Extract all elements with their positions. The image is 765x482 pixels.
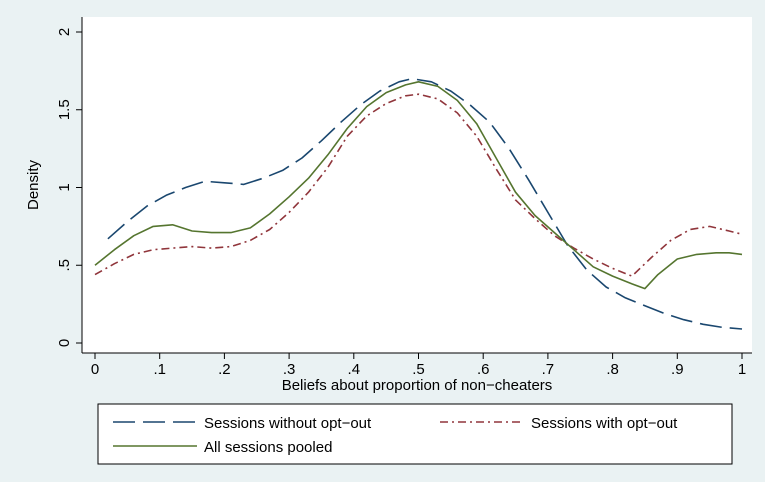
legend-box bbox=[97, 403, 733, 465]
x-axis-title: Beliefs about proportion of non−cheaters bbox=[282, 377, 553, 394]
series-line-pooled bbox=[94, 81, 743, 290]
y-tick-label: .5 bbox=[56, 259, 73, 272]
series-layer bbox=[94, 77, 743, 330]
y-tick-label: 1 bbox=[56, 183, 73, 191]
x-tick-label: .1 bbox=[153, 361, 166, 378]
legend-label-without-opt-out: Sessions without opt−out bbox=[204, 415, 372, 432]
y-axis-title: Density bbox=[25, 159, 42, 210]
plot-area bbox=[82, 17, 752, 353]
legend-label-with-opt-out: Sessions with opt−out bbox=[531, 415, 678, 432]
series-line-without-opt-out bbox=[107, 77, 743, 330]
x-tick-label: .7 bbox=[542, 361, 555, 378]
series-line-with-opt-out bbox=[94, 93, 743, 277]
x-tick-label: .8 bbox=[606, 361, 619, 378]
x-tick-label: 0 bbox=[91, 361, 99, 378]
legend: Sessions without opt−out Sessions with o… bbox=[97, 403, 733, 465]
x-tick-label: .5 bbox=[412, 361, 425, 378]
x-axis-ticks: 0 .1 .2 .3 .4 .5 .6 .7 .8 .9 1 bbox=[91, 353, 746, 378]
x-tick-label: .2 bbox=[218, 361, 231, 378]
x-tick-label: .4 bbox=[348, 361, 361, 378]
y-tick-label: 2 bbox=[56, 28, 73, 36]
legend-label-pooled: All sessions pooled bbox=[204, 439, 332, 456]
x-tick-label: .6 bbox=[477, 361, 490, 378]
y-tick-label: 0 bbox=[56, 339, 73, 347]
x-tick-label: .3 bbox=[283, 361, 296, 378]
y-axis-ticks: 0 .5 1 1.5 2 bbox=[56, 28, 82, 347]
x-tick-label: .9 bbox=[671, 361, 684, 378]
y-tick-label: 1.5 bbox=[56, 99, 73, 120]
x-tick-label: 1 bbox=[738, 361, 746, 378]
